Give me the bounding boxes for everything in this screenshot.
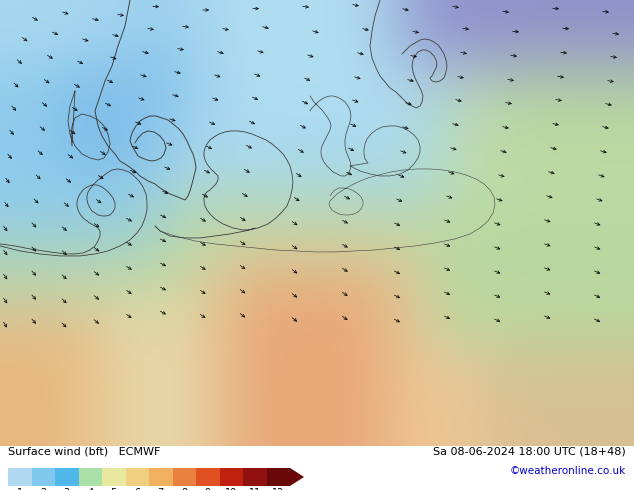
Text: 11: 11 (249, 488, 261, 490)
Text: 10: 10 (225, 488, 237, 490)
Bar (8, 468, 32, 486)
Text: Surface wind (bft)   ECMWF: Surface wind (bft) ECMWF (8, 447, 160, 457)
Bar (126, 468, 149, 486)
Text: 1: 1 (16, 488, 23, 490)
Text: Sa 08-06-2024 18:00 UTC (18+48): Sa 08-06-2024 18:00 UTC (18+48) (433, 447, 626, 457)
Text: 8: 8 (181, 488, 187, 490)
Bar (102, 468, 126, 486)
Bar (79, 468, 102, 486)
Text: ©weatheronline.co.uk: ©weatheronline.co.uk (510, 466, 626, 476)
Bar (149, 468, 172, 486)
Bar (196, 468, 219, 486)
Bar (55, 468, 79, 486)
Text: 5: 5 (110, 488, 117, 490)
Bar (243, 468, 266, 486)
Text: 4: 4 (87, 488, 93, 490)
Text: 12: 12 (272, 488, 285, 490)
Text: 9: 9 (205, 488, 211, 490)
Text: 3: 3 (63, 488, 70, 490)
Polygon shape (290, 468, 304, 486)
Text: 6: 6 (134, 488, 140, 490)
Text: 7: 7 (158, 488, 164, 490)
Bar (266, 468, 290, 486)
Text: 2: 2 (40, 488, 46, 490)
Bar (32, 468, 55, 486)
Bar (219, 468, 243, 486)
Bar (172, 468, 196, 486)
